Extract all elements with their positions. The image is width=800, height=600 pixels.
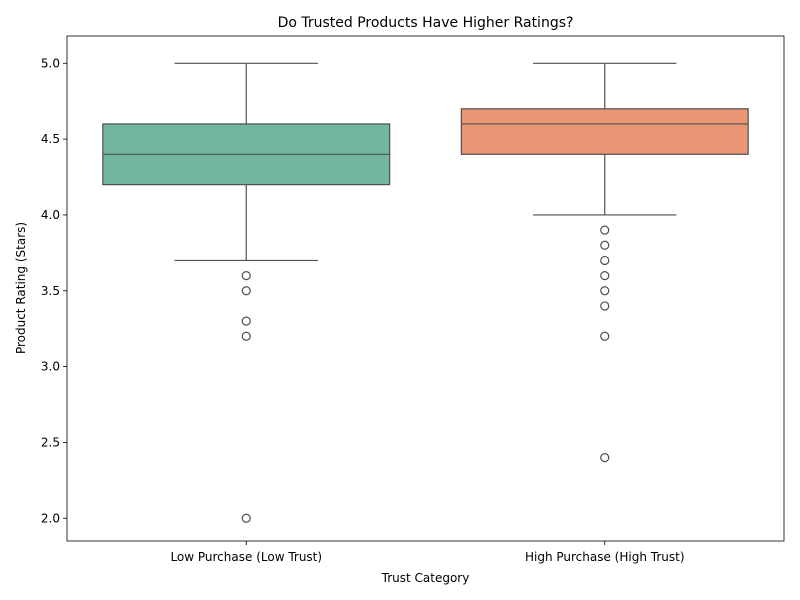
y-tick-label: 4.5 — [41, 132, 60, 146]
x-tick-label: High Purchase (High Trust) — [525, 550, 685, 564]
outlier-point — [241, 286, 251, 296]
outlier-point — [241, 271, 251, 281]
box-group — [460, 62, 749, 463]
y-tick-label: 2.0 — [41, 511, 60, 525]
y-tick-label: 3.5 — [41, 284, 60, 298]
outlier-point — [600, 301, 610, 311]
y-axis-label: Product Rating (Stars) — [14, 222, 28, 354]
outlier-point — [600, 225, 610, 235]
y-tick-label: 2.5 — [41, 435, 60, 449]
outlier-point — [600, 240, 610, 250]
outlier-point — [600, 255, 610, 266]
x-axis: Low Purchase (Low Trust) High Purchase (H… — [170, 541, 685, 564]
y-tick-label: 5.0 — [41, 56, 60, 70]
outlier-point — [600, 331, 610, 341]
outlier-point — [241, 316, 251, 326]
axes-frame — [66, 35, 785, 542]
plot-area — [102, 62, 749, 523]
box-group — [102, 62, 391, 523]
outlier-point — [600, 452, 610, 463]
x-tick-label: Low Purchase (Low Trust) — [170, 550, 322, 564]
y-tick-label: 4.0 — [41, 208, 60, 222]
x-axis-label: Trust Category — [381, 571, 470, 585]
chart-title: Do Trusted Products Have Higher Ratings? — [278, 15, 574, 31]
outlier-point — [600, 286, 610, 296]
outlier-point — [600, 271, 610, 281]
y-tick-label: 3.0 — [41, 360, 60, 374]
outlier-point — [241, 331, 251, 341]
box — [460, 108, 749, 155]
outlier-point — [241, 513, 251, 523]
y-axis: 2.0 2.5 3.0 3.5 4.0 4.5 5.0 — [41, 56, 67, 525]
